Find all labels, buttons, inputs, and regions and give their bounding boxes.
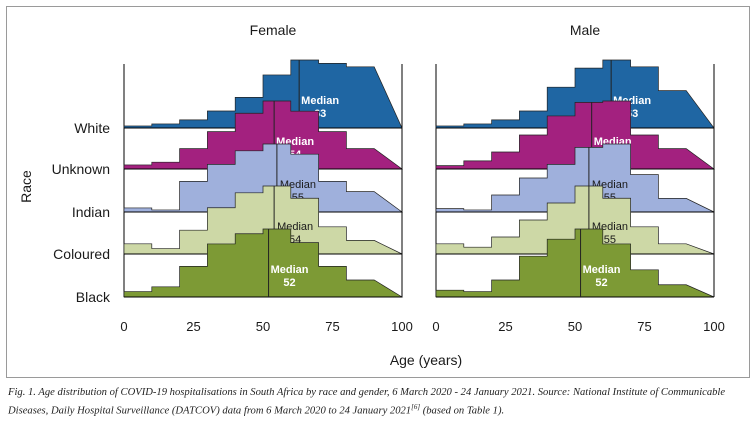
ridge-female-white bbox=[123, 59, 403, 129]
median-value-male-black: 52 bbox=[595, 277, 607, 289]
ridge-female-unknown bbox=[123, 100, 404, 170]
x-tick-female-0: 0 bbox=[120, 319, 127, 334]
figure-caption: Fig. 1. Age distribution of COVID-19 hos… bbox=[8, 385, 750, 419]
ridge-male-coloured bbox=[435, 185, 715, 255]
y-axis-label: Race bbox=[18, 170, 34, 203]
median-value-female-black: 52 bbox=[283, 277, 295, 289]
ridge-female-indian bbox=[123, 143, 404, 213]
x-tick-male-75: 75 bbox=[637, 319, 651, 334]
ridge-male-white bbox=[435, 59, 715, 129]
x-tick-male-100: 100 bbox=[703, 319, 725, 334]
race-label-coloured: Coloured bbox=[53, 246, 110, 262]
race-label-indian: Indian bbox=[72, 204, 110, 220]
race-label-black: Black bbox=[76, 289, 111, 305]
caption-reference: [6] bbox=[411, 403, 421, 411]
median-label-female-white: Median bbox=[301, 95, 339, 107]
ridge-male-indian bbox=[435, 143, 715, 213]
x-tick-female-25: 25 bbox=[186, 319, 200, 334]
x-tick-female-50: 50 bbox=[256, 319, 270, 334]
caption-suffix: (based on Table 1). bbox=[420, 405, 505, 417]
ridge-female-black bbox=[123, 228, 404, 298]
x-tick-male-50: 50 bbox=[568, 319, 582, 334]
median-label-female-black: Median bbox=[271, 264, 309, 276]
ridge-male-black bbox=[435, 228, 715, 298]
x-tick-male-25: 25 bbox=[498, 319, 512, 334]
ridgeline-chart: Race White Unknown Indian Coloured Black Age (… bbox=[18, 22, 725, 368]
panel-title-female: Female bbox=[250, 22, 297, 38]
x-tick-male-0: 0 bbox=[432, 319, 439, 334]
x-tick-female-75: 75 bbox=[325, 319, 339, 334]
ridge-female-coloured bbox=[123, 185, 403, 255]
race-label-unknown: Unknown bbox=[52, 161, 110, 177]
figure-frame: Race White Unknown Indian Coloured Black Age (… bbox=[6, 6, 750, 378]
caption-text: Fig. 1. Age distribution of COVID-19 hos… bbox=[8, 387, 726, 417]
race-label-white: White bbox=[74, 120, 110, 136]
x-axis-label: Age (years) bbox=[390, 352, 462, 368]
ridge-male-unknown bbox=[435, 100, 716, 170]
panel-title-male: Male bbox=[570, 22, 601, 38]
median-value-male-coloured: 55 bbox=[604, 234, 616, 246]
x-tick-female-100: 100 bbox=[391, 319, 413, 334]
median-label-male-black: Median bbox=[583, 264, 621, 276]
